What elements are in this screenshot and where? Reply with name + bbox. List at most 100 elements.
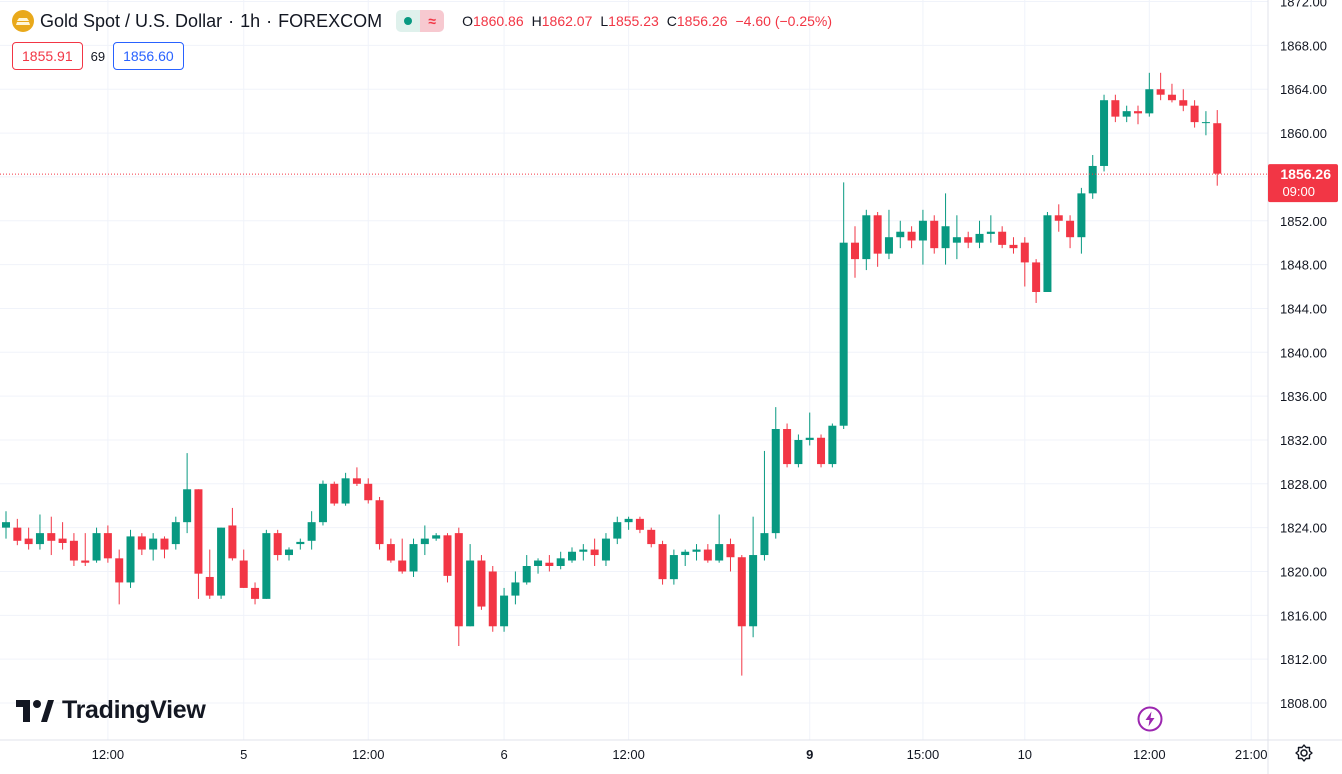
candle-body	[1077, 193, 1086, 238]
candle-body	[715, 544, 724, 561]
y-tick-label: 1864.00	[1280, 82, 1327, 97]
candle-body	[35, 533, 44, 545]
candle-body	[160, 538, 169, 550]
candle-body	[703, 549, 712, 561]
candle-body	[466, 560, 475, 627]
y-tick-label: 1816.00	[1280, 608, 1327, 623]
tradingview-wordmark: TradingView	[62, 696, 206, 724]
spread-value: 69	[90, 48, 106, 64]
y-tick-label: 1860.00	[1280, 126, 1327, 141]
gold-coin-icon[interactable]	[12, 10, 34, 32]
bar-countdown-label: 09:00	[1282, 184, 1315, 199]
candle-body	[681, 551, 690, 556]
market-open-icon[interactable]	[396, 10, 421, 32]
candle-body	[432, 535, 441, 539]
candle-body	[1100, 100, 1109, 166]
candle-body	[998, 231, 1007, 245]
close-value: 1856.26	[676, 13, 728, 29]
candle-body	[488, 571, 497, 627]
candle-body	[669, 555, 678, 580]
candle-body	[1066, 220, 1075, 238]
x-tick-label: 12:00	[1133, 747, 1166, 762]
candle-body	[1213, 123, 1222, 174]
candle-body	[183, 489, 192, 523]
tradingview-mark-icon	[16, 699, 54, 722]
candle-body	[1020, 242, 1029, 263]
candle-body	[647, 529, 656, 545]
candle-body	[635, 518, 644, 530]
candle-body	[511, 582, 520, 596]
candle-body	[613, 522, 622, 539]
last-price-label: 1856.26	[1280, 166, 1331, 182]
low-label: L	[600, 13, 609, 29]
candle-body	[760, 533, 769, 556]
candle-body	[941, 226, 950, 249]
candle-body	[149, 538, 158, 550]
candle-body	[330, 483, 339, 504]
candles	[2, 72, 1222, 676]
interval-label[interactable]: 1h	[240, 10, 261, 31]
candle-body	[69, 540, 78, 561]
candle-body	[398, 560, 407, 572]
symbol-title[interactable]: Gold Spot / U.S. Dollar	[40, 10, 223, 31]
candle-body	[873, 215, 882, 254]
candle-body	[952, 237, 961, 243]
y-tick-label: 1840.00	[1280, 345, 1327, 360]
y-tick-label: 1828.00	[1280, 477, 1327, 492]
gear-icon[interactable]	[1294, 743, 1314, 763]
candle-body	[47, 533, 56, 541]
close-label: C	[666, 13, 677, 29]
candle-body	[103, 533, 112, 559]
y-tick-label: 1872.00	[1280, 0, 1327, 10]
candle-body	[81, 560, 90, 563]
candle-body	[92, 533, 101, 561]
candle-body	[805, 437, 814, 440]
candle-body	[918, 220, 927, 241]
candle-body	[477, 560, 486, 607]
candle-body	[1145, 89, 1154, 114]
candle-body	[443, 535, 452, 576]
x-tick-label: 5	[240, 747, 247, 762]
x-tick-label: 12:00	[612, 747, 645, 762]
candle-body	[692, 549, 701, 552]
buy-price-button[interactable]: 1856.60	[113, 42, 184, 70]
candle-body	[1032, 262, 1041, 292]
open-label: O	[462, 13, 474, 29]
candle-body	[658, 544, 667, 580]
tradingview-logo[interactable]: TradingView	[16, 696, 206, 725]
exchange-label[interactable]: FOREXCOM	[278, 10, 383, 31]
candle-body	[217, 527, 226, 596]
y-tick-label: 1812.00	[1280, 652, 1327, 667]
candle-body	[749, 555, 758, 627]
y-tick-label: 1852.00	[1280, 214, 1327, 229]
candle-body	[1088, 165, 1097, 194]
candle-body	[851, 242, 859, 260]
candle-body	[352, 478, 361, 484]
delayed-data-icon[interactable]: ≈	[420, 10, 445, 32]
candle-body	[794, 439, 803, 465]
sell-price-button[interactable]: 1855.91	[12, 42, 83, 70]
y-tick-label: 1824.00	[1280, 521, 1327, 536]
open-value: 1860.86	[473, 13, 524, 29]
candle-body	[205, 576, 214, 596]
candle-body	[545, 562, 554, 566]
separator-dot: ·	[228, 10, 235, 31]
market-status[interactable]: ≈	[396, 10, 445, 32]
candle-body	[375, 500, 384, 545]
y-tick-label: 1836.00	[1280, 389, 1327, 404]
candle-body	[601, 538, 610, 561]
candle-body	[409, 544, 418, 572]
change-value: −4.60 (−0.25%)	[735, 13, 833, 29]
candle-body	[930, 220, 939, 249]
candle-body	[137, 536, 146, 550]
y-tick-label: 1832.00	[1280, 433, 1327, 448]
candle-body	[239, 560, 248, 588]
candle-body	[1111, 100, 1120, 117]
candle-body	[862, 215, 871, 260]
candle-body	[285, 549, 293, 556]
candle-body	[307, 522, 316, 541]
lightning-icon[interactable]	[1137, 706, 1163, 732]
candle-body	[1122, 111, 1131, 117]
